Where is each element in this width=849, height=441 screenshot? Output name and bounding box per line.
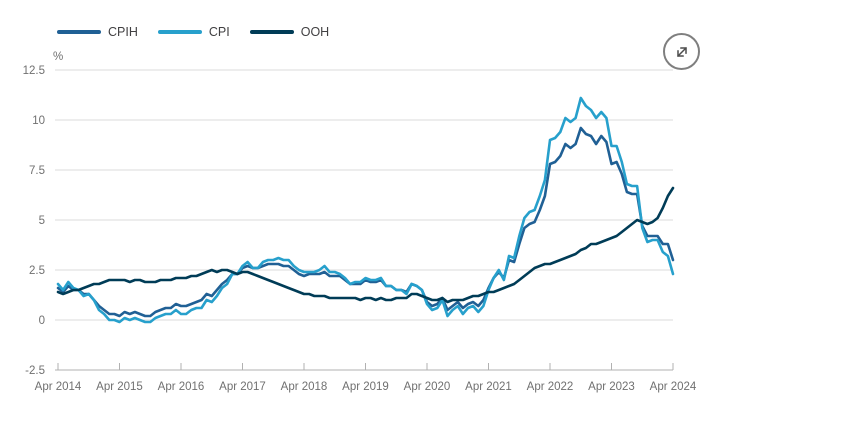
x-axis-tick-label: Apr 2024 xyxy=(650,381,697,393)
expand-chart-button[interactable] xyxy=(663,33,700,70)
y-axis-tick-label: 5 xyxy=(39,215,45,227)
legend-label-cpih: CPIH xyxy=(108,25,138,39)
cpi-line-swatch xyxy=(157,30,202,34)
cpih-line xyxy=(56,126,675,318)
x-axis-tick-label: Apr 2019 xyxy=(342,381,389,393)
y-axis-tick-label: 7.5 xyxy=(29,165,45,177)
y-axis-unit-label: % xyxy=(53,51,63,63)
cpi-line xyxy=(56,96,675,324)
x-axis-tick-label: Apr 2016 xyxy=(158,381,205,393)
x-axis-tick-label: Apr 2021 xyxy=(465,381,512,393)
y-axis-tick-label: 12.5 xyxy=(23,65,45,77)
legend-item-cpi[interactable]: CPI xyxy=(157,23,230,41)
legend-item-cpih[interactable]: CPIH xyxy=(57,23,138,41)
y-axis-tick-label: -2.5 xyxy=(25,365,45,377)
cpih-line-swatch xyxy=(57,30,101,34)
x-axis-tick-label: Apr 2014 xyxy=(35,381,82,393)
x-axis-tick-label: Apr 2015 xyxy=(96,381,143,393)
x-axis-tick-label: Apr 2023 xyxy=(588,381,635,393)
y-axis-tick-label: 10 xyxy=(32,115,45,127)
legend-item-ooh[interactable]: OOH xyxy=(249,23,330,41)
ooh-line-swatch xyxy=(249,30,294,34)
legend-label-ooh: OOH xyxy=(300,25,330,39)
x-axis-tick-label: Apr 2022 xyxy=(527,381,574,393)
x-axis-tick-label: Apr 2017 xyxy=(219,381,266,393)
x-axis-tick-label: Apr 2018 xyxy=(281,381,328,393)
expand-arrows-icon xyxy=(676,46,687,57)
legend-label-cpi: CPI xyxy=(208,25,230,39)
ooh-line xyxy=(56,186,675,304)
x-axis-tick-label: Apr 2020 xyxy=(404,381,451,393)
y-axis-tick-label: 2.5 xyxy=(29,265,45,277)
chart-legend: CPIH CPI OOH xyxy=(57,23,329,41)
y-axis-tick-label: 0 xyxy=(39,315,45,327)
